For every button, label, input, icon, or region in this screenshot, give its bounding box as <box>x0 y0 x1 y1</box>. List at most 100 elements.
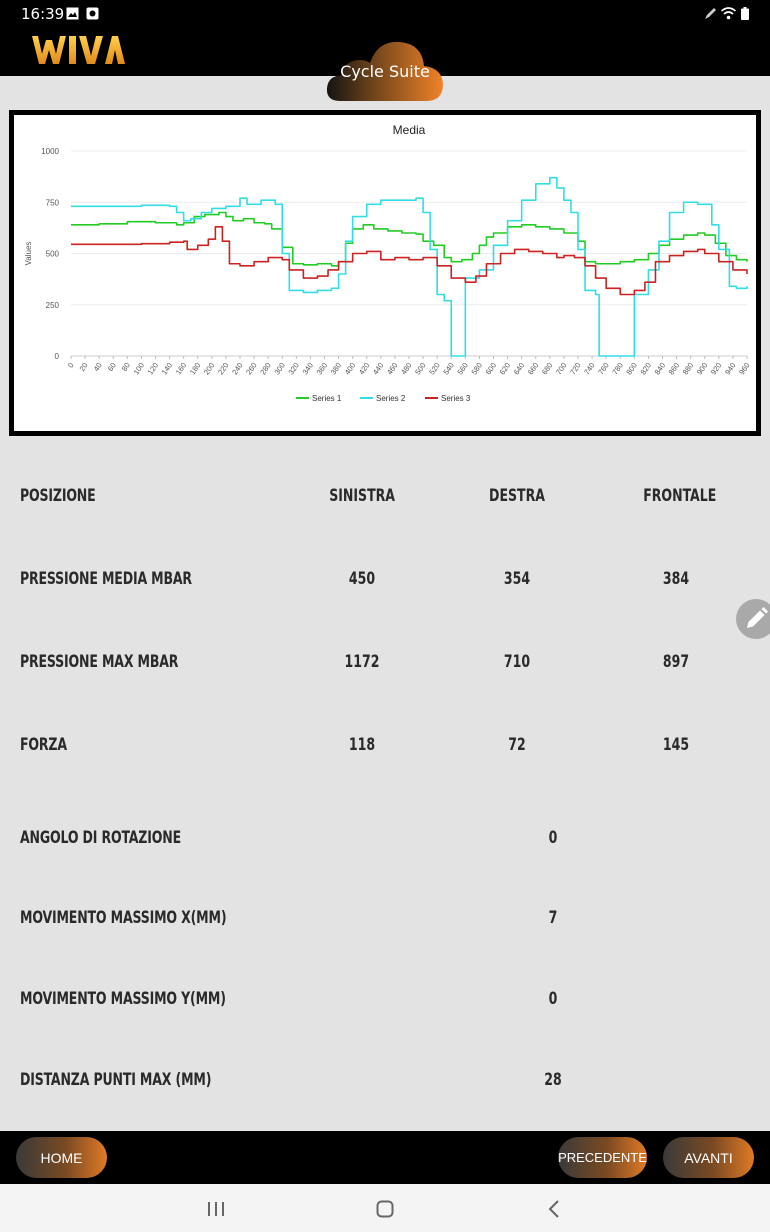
y-tick-label: 500 <box>46 250 60 259</box>
x-tick-label: 120 <box>146 361 161 376</box>
next-button[interactable]: AVANTI <box>663 1137 754 1178</box>
cycle-suite-badge: Cycle Suite <box>326 38 444 102</box>
x-tick-label: 960 <box>737 361 752 376</box>
y-tick-label: 250 <box>46 301 60 310</box>
x-tick-label: 40 <box>92 361 104 373</box>
x-tick-label: 180 <box>188 361 203 376</box>
value-destra: 354 <box>503 569 531 589</box>
x-tick-label: 640 <box>512 361 527 376</box>
value-angolo-rotazione: 0 <box>548 828 558 848</box>
row-label-forza: FORZA <box>20 735 67 755</box>
x-tick-label: 740 <box>582 361 597 376</box>
x-tick-label: 380 <box>329 361 344 376</box>
android-nav-bar <box>0 1184 770 1232</box>
x-tick-label: 580 <box>470 361 485 376</box>
x-tick-label: 860 <box>667 361 682 376</box>
status-bar: 16:39 <box>0 0 770 28</box>
x-tick-label: 500 <box>413 361 428 376</box>
value-destra: 72 <box>508 735 526 755</box>
column-header-posizione: POSIZIONE <box>20 486 96 506</box>
pencil-icon <box>704 7 717 25</box>
x-tick-label: 780 <box>610 361 625 376</box>
x-tick-label: 760 <box>596 361 611 376</box>
value-frontale: 384 <box>662 569 690 589</box>
legend-label: Series 1 <box>312 394 342 403</box>
x-tick-label: 840 <box>653 361 668 376</box>
x-tick-label: 420 <box>357 361 372 376</box>
status-time: 16:39 <box>21 5 65 23</box>
x-tick-label: 800 <box>624 361 639 376</box>
x-tick-label: 60 <box>106 361 118 373</box>
y-tick-label: 0 <box>55 352 60 361</box>
back-icon[interactable] <box>548 1200 560 1223</box>
value-sinistra: 450 <box>348 569 376 589</box>
y-tick-label: 750 <box>46 198 60 207</box>
chart-panel: Media Values 0 250 500 750 1000 0 20 40 60 80 100 120… <box>14 115 756 431</box>
x-tick-label: 140 <box>160 361 175 376</box>
y-axis-label: Values <box>24 242 33 266</box>
value-sinistra: 1172 <box>344 652 380 672</box>
previous-button[interactable]: PRECEDENTE <box>558 1137 647 1178</box>
x-tick-label: 280 <box>258 361 273 376</box>
x-tick-label: 320 <box>286 361 301 376</box>
x-tick-label: 240 <box>230 361 245 376</box>
x-tick-label: 20 <box>78 361 90 373</box>
app-badge-label: Cycle Suite <box>340 62 430 81</box>
battery-icon <box>741 7 749 25</box>
value-distanza-punti: 28 <box>544 1070 562 1090</box>
wifi-icon <box>720 7 737 25</box>
value-frontale: 145 <box>662 735 690 755</box>
column-header-frontale: FRONTALE <box>643 486 717 506</box>
x-tick-label: 680 <box>540 361 555 376</box>
x-tick-label: 160 <box>174 361 189 376</box>
row-label-pressione-max: PRESSIONE MAX MBAR <box>20 652 179 672</box>
x-tick-label: 80 <box>120 361 132 373</box>
x-tick-label: 600 <box>484 361 499 376</box>
x-tick-label: 880 <box>681 361 696 376</box>
x-tick-label: 720 <box>568 361 583 376</box>
x-tick-label: 820 <box>639 361 654 376</box>
pencil-icon <box>747 607 768 628</box>
row-label-pressione-media: PRESSIONE MEDIA MBAR <box>20 569 192 589</box>
x-tick-label: 360 <box>315 361 330 376</box>
x-tick-label: 700 <box>554 361 569 376</box>
x-tick-label: 620 <box>498 361 513 376</box>
series-line <box>71 176 748 357</box>
y-tick-label: 1000 <box>41 147 59 156</box>
edit-button[interactable] <box>736 599 770 639</box>
x-tick-label: 660 <box>526 361 541 376</box>
home-button[interactable]: HOME <box>16 1137 107 1178</box>
x-tick-label: 340 <box>301 361 316 376</box>
x-tick-label: 440 <box>371 361 386 376</box>
row-label-angolo-rotazione: ANGOLO DI ROTAZIONE <box>20 828 181 848</box>
record-icon <box>86 7 99 25</box>
x-tick-label: 0 <box>66 361 76 370</box>
value-destra: 710 <box>503 652 531 672</box>
legend-label: Series 3 <box>441 394 471 403</box>
legend-label: Series 2 <box>376 394 406 403</box>
x-tick-label: 920 <box>709 361 724 376</box>
home-icon[interactable] <box>376 1200 394 1223</box>
column-header-destra: DESTRA <box>489 486 545 506</box>
image-icon <box>66 7 79 25</box>
bottom-action-bar: HOME PRECEDENTE AVANTI <box>0 1131 770 1184</box>
row-label-movimento-x: MOVIMENTO MASSIMO X(MM) <box>20 908 227 928</box>
wiva-logo <box>30 30 126 75</box>
x-tick-label: 460 <box>385 361 400 376</box>
x-tick-label: 900 <box>695 361 710 376</box>
recents-icon[interactable] <box>207 1201 225 1222</box>
x-tick-label: 480 <box>399 361 414 376</box>
series-line <box>71 226 748 296</box>
x-tick-label: 520 <box>427 361 442 376</box>
value-movimento-x: 7 <box>548 908 558 928</box>
value-movimento-y: 0 <box>548 989 558 1009</box>
series-line <box>71 211 748 267</box>
x-tick-label: 300 <box>272 361 287 376</box>
row-label-distanza-punti: DISTANZA PUNTI MAX (MM) <box>20 1070 212 1090</box>
chart-frame: Media Values 0 250 500 750 1000 0 20 40 60 80 100 120… <box>9 110 761 436</box>
chart-title: Media <box>393 123 426 137</box>
value-frontale: 897 <box>662 652 690 672</box>
column-header-sinistra: SINISTRA <box>329 486 396 506</box>
x-tick-label: 540 <box>441 361 456 376</box>
